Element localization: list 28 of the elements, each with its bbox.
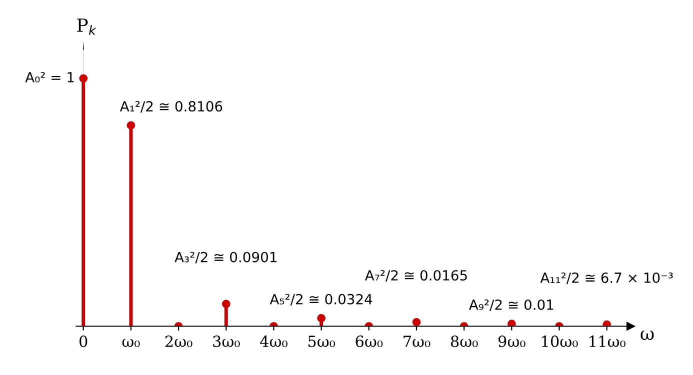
annotation: A₁₁²/2 ≅ 6.7 × 10⁻³ — [540, 272, 673, 284]
x-tick-label: 0 — [80, 336, 88, 348]
annotation: A₁²/2 ≅ 0.8106 — [120, 101, 222, 113]
x-tick-label: 10ω₀ — [542, 336, 578, 348]
point — [126, 121, 136, 130]
point — [507, 320, 516, 326]
x-tick-label: 9ω₀ — [498, 336, 526, 348]
x-tick-label: 3ω₀ — [213, 336, 240, 348]
x-axis-title: ω — [640, 330, 654, 340]
x-tick-label: 8ω₀ — [450, 336, 478, 348]
x-tick-label: ω₀ — [122, 338, 140, 348]
annotation: A₀² = 1 — [25, 72, 74, 82]
x-tick-label: 6ω₀ — [356, 336, 383, 348]
annotation: A₉²/2 ≅ 0.01 — [468, 299, 554, 312]
annotation: A₃²/2 ≅ 0.0901 — [174, 252, 276, 264]
y-axis-title: P$_{k}$ — [77, 18, 96, 35]
x-tick-label: 2ω₀ — [165, 336, 192, 348]
x-tick-label: 11ω₀ — [590, 336, 626, 348]
point — [412, 318, 421, 326]
point — [79, 74, 88, 83]
x-tick-label: 4ω₀ — [260, 336, 288, 348]
point — [602, 320, 612, 326]
x-tick-label: 7ω₀ — [404, 336, 430, 348]
point — [317, 314, 326, 322]
annotation: A₇²/2 ≅ 0.0165 — [364, 270, 467, 282]
point — [222, 300, 230, 308]
x-tick-label: 5ω₀ — [308, 336, 336, 348]
annotation: A₅²/2 ≅ 0.0324 — [270, 294, 372, 306]
